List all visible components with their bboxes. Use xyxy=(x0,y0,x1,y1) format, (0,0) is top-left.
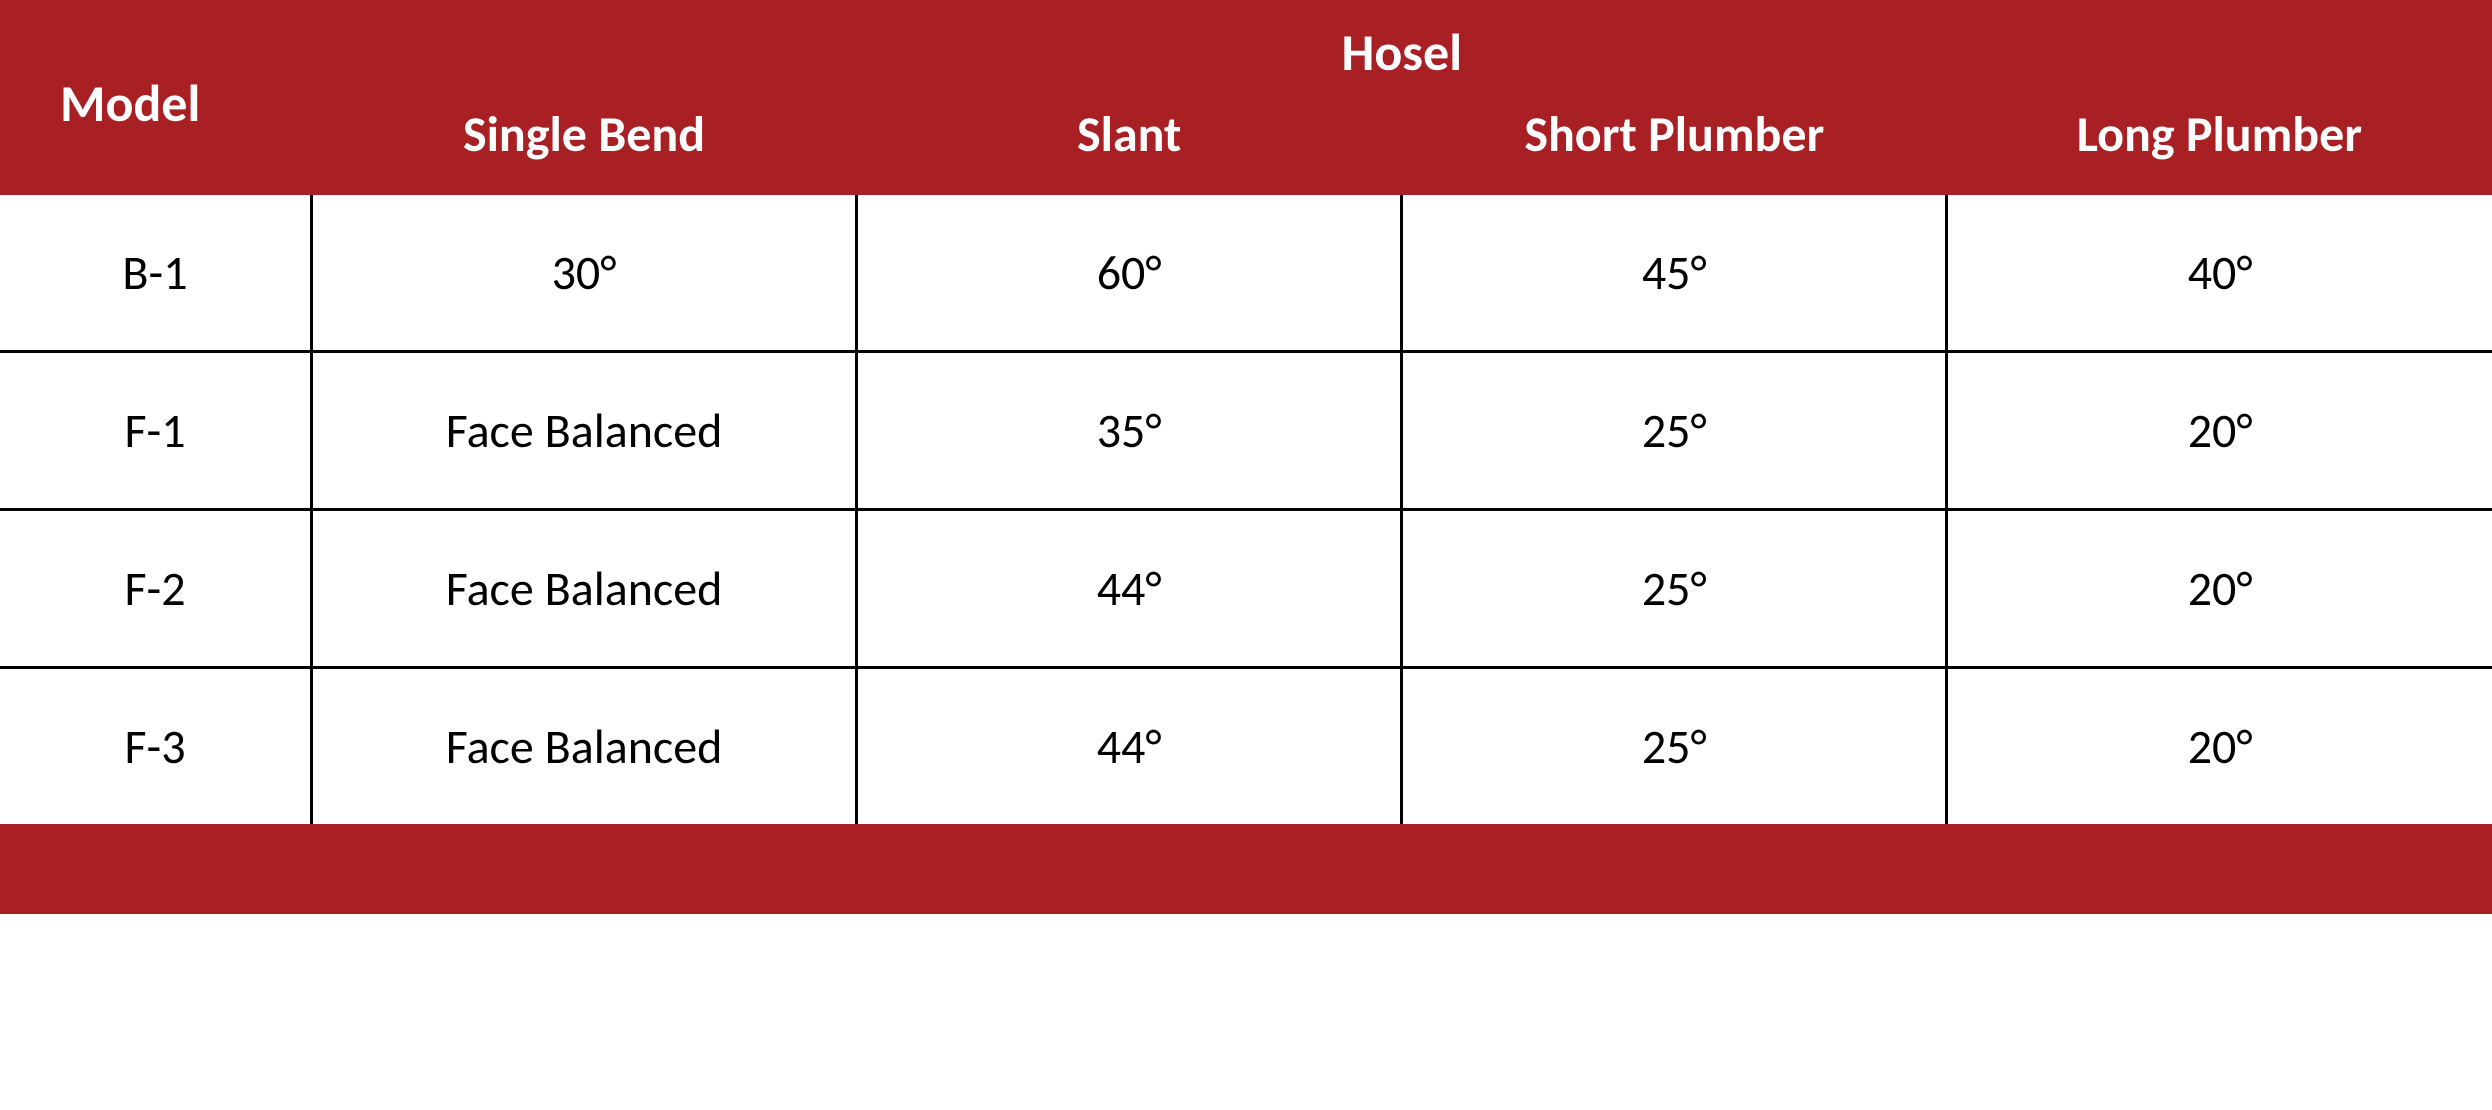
hosel-table-container: Model Hosel Single Bend Slant Short Plum… xyxy=(0,0,2492,914)
cell-value: Face Balanced xyxy=(312,668,857,825)
cell-value: 30° xyxy=(312,195,857,352)
cell-model: F-2 xyxy=(0,510,312,668)
cell-model: B-1 xyxy=(0,195,312,352)
cell-value: 20° xyxy=(1947,352,2492,510)
column-header-long-plumber: Long Plumber xyxy=(1947,94,2492,195)
column-header-single-bend: Single Bend xyxy=(312,94,857,195)
cell-value: 35° xyxy=(857,352,1402,510)
table-row: F-1 Face Balanced 35° 25° 20° xyxy=(0,352,2492,510)
cell-value: Face Balanced xyxy=(312,352,857,510)
cell-value: Face Balanced xyxy=(312,510,857,668)
cell-value: 25° xyxy=(1402,352,1947,510)
cell-value: 60° xyxy=(857,195,1402,352)
cell-model: F-1 xyxy=(0,352,312,510)
column-group-header-hosel: Hosel xyxy=(312,0,2492,94)
cell-value: 25° xyxy=(1402,510,1947,668)
cell-value: 44° xyxy=(857,668,1402,825)
column-header-short-plumber: Short Plumber xyxy=(1402,94,1947,195)
table-footer-bar xyxy=(0,824,2492,914)
column-header-slant: Slant xyxy=(857,94,1402,195)
hosel-table: Model Hosel Single Bend Slant Short Plum… xyxy=(0,0,2492,824)
table-body: B-1 30° 60° 45° 40° F-1 Face Balanced 35… xyxy=(0,195,2492,824)
cell-value: 25° xyxy=(1402,668,1947,825)
cell-model: F-3 xyxy=(0,668,312,825)
column-header-model: Model xyxy=(0,0,312,195)
table-row: B-1 30° 60° 45° 40° xyxy=(0,195,2492,352)
cell-value: 44° xyxy=(857,510,1402,668)
table-header: Model Hosel Single Bend Slant Short Plum… xyxy=(0,0,2492,195)
cell-value: 20° xyxy=(1947,668,2492,825)
table-row: F-3 Face Balanced 44° 25° 20° xyxy=(0,668,2492,825)
cell-value: 20° xyxy=(1947,510,2492,668)
table-row: F-2 Face Balanced 44° 25° 20° xyxy=(0,510,2492,668)
cell-value: 45° xyxy=(1402,195,1947,352)
cell-value: 40° xyxy=(1947,195,2492,352)
